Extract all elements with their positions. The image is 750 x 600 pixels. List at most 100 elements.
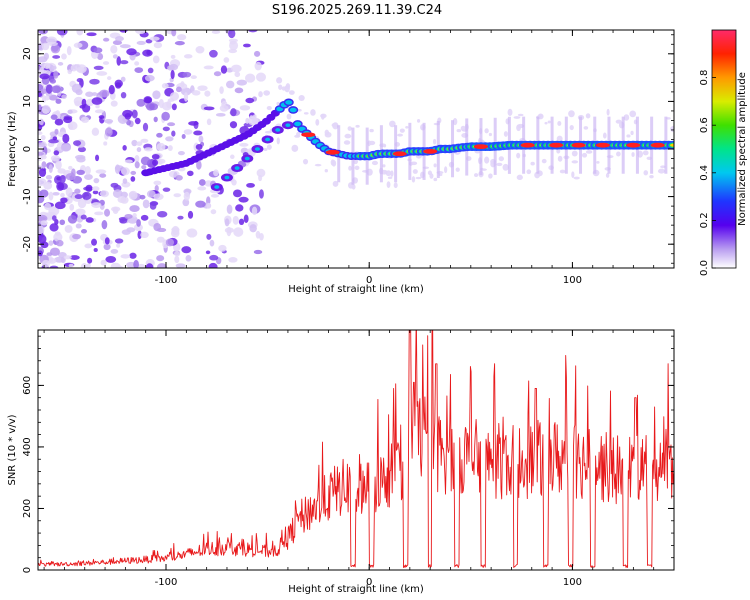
noise-blob — [117, 196, 127, 203]
spectrogram-marks — [38, 30, 674, 268]
noise-blob — [203, 106, 215, 111]
sidelobe-blob — [266, 144, 272, 150]
noise-blob — [124, 159, 133, 164]
sidelobe-blob — [389, 120, 396, 128]
noise-blob — [112, 54, 118, 59]
noise-blob — [181, 134, 186, 140]
noise-blob — [48, 191, 54, 201]
sidelobe-blob — [416, 119, 421, 123]
noise-blob — [229, 40, 239, 51]
noise-blob — [93, 248, 98, 253]
noise-blob — [45, 84, 53, 94]
noise-blob — [149, 36, 160, 41]
noise-blob — [38, 118, 44, 126]
snr-xlabel: Height of straight line (km) — [288, 584, 424, 595]
noise-blob — [56, 239, 64, 247]
noise-blob — [198, 179, 206, 186]
sidelobe-blob — [348, 165, 352, 171]
noise-blob — [91, 238, 97, 246]
colorbar-gradient — [711, 29, 737, 269]
noise-blob — [81, 191, 92, 200]
noise-blob — [198, 135, 204, 143]
noise-blob — [134, 67, 144, 73]
noise-blob — [97, 53, 104, 60]
y-tick-label: -10 — [22, 188, 33, 204]
noise-blob — [60, 143, 71, 152]
noise-blob — [38, 30, 48, 35]
sidelobe-blob — [631, 152, 635, 157]
noise-blob — [92, 190, 99, 195]
noise-blob — [131, 109, 138, 119]
noise-blob — [55, 160, 62, 170]
noise-blob — [39, 73, 50, 80]
sidelobe-blob — [670, 125, 674, 133]
branch-core — [254, 147, 260, 151]
noise-blob — [119, 44, 131, 49]
sidelobe-blob — [516, 124, 521, 132]
y-tick-label: -20 — [22, 236, 33, 252]
noise-blob — [59, 175, 66, 184]
noise-blob — [129, 205, 140, 212]
noise-blob — [112, 207, 119, 214]
noise-blob — [228, 30, 236, 39]
noise-blob — [209, 49, 218, 58]
noise-blob — [116, 243, 121, 248]
sidelobe-blob — [303, 112, 309, 115]
sidelobe-blob — [296, 131, 301, 137]
sidelobe-blob — [383, 144, 387, 148]
x-tick-label: -100 — [155, 577, 178, 588]
noise-blob — [91, 127, 100, 136]
sidelobe-blob — [355, 124, 360, 128]
colorbar-tick-label: 0.8 — [699, 70, 710, 86]
noise-blob — [80, 116, 90, 123]
trace-peak — [626, 142, 641, 148]
noise-blob — [156, 227, 167, 233]
sidelobe-blob — [544, 121, 548, 125]
noise-blob — [170, 228, 180, 238]
noise-blob — [157, 160, 163, 165]
noise-blob — [173, 193, 182, 198]
noise-blob — [41, 259, 50, 268]
sidelobe-blob — [569, 124, 574, 131]
noise-blob — [38, 225, 45, 235]
noise-blob — [51, 215, 57, 221]
sidelobe-blob — [278, 84, 283, 90]
noise-blob — [145, 38, 153, 44]
noise-blob — [196, 160, 202, 170]
noise-blob — [76, 169, 85, 176]
noise-blob — [151, 153, 160, 160]
sidelobe-blob — [481, 168, 487, 171]
noise-blob — [103, 37, 110, 42]
noise-blob — [204, 90, 211, 97]
sidelobe-blob — [615, 119, 622, 124]
noise-blob — [80, 229, 88, 234]
noise-blob — [52, 191, 60, 196]
noise-blob — [50, 114, 58, 120]
noise-blob — [60, 197, 68, 204]
noise-blob — [119, 60, 129, 65]
sidelobe-blob — [286, 113, 292, 120]
sidelobe-blob — [456, 128, 462, 133]
trace-blob-mid — [285, 100, 293, 105]
noise-blob — [144, 74, 155, 82]
sidelobe-blob — [298, 94, 305, 101]
noise-blob — [40, 154, 47, 160]
sidelobe-blob — [630, 130, 634, 136]
noise-blob — [142, 122, 149, 132]
noise-blob — [180, 87, 192, 96]
branch-core — [275, 128, 281, 132]
noise-blob — [228, 257, 238, 263]
noise-blob — [226, 204, 233, 214]
colorbar-tick-label: 0.2 — [699, 212, 710, 228]
snr-axes: -100 0 100 0 200 400 600 — [22, 330, 675, 588]
noise-blob — [76, 78, 84, 83]
noise-blob — [89, 78, 100, 85]
branch-core — [244, 156, 250, 161]
noise-blob — [183, 92, 189, 102]
noise-blob — [50, 155, 61, 162]
sidelobe-blob — [302, 158, 309, 165]
sidelobe-blob — [616, 151, 621, 157]
sidelobe-blob — [496, 162, 503, 167]
noise-blob — [55, 98, 62, 104]
